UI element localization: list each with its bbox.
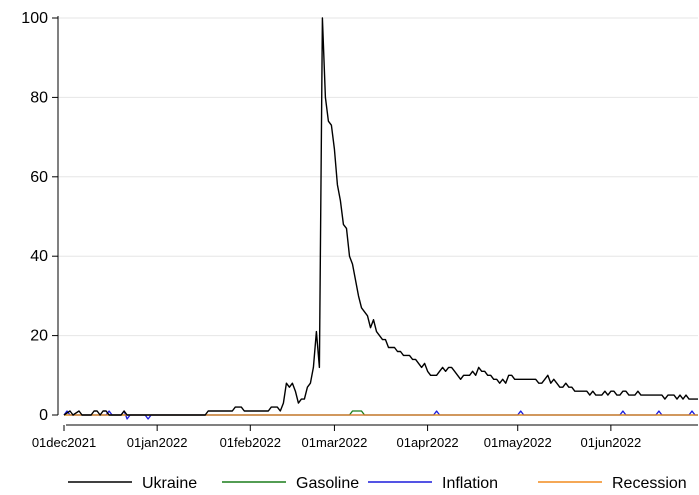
y-tick-label: 0 xyxy=(39,407,48,424)
axes xyxy=(57,16,698,426)
series-lines xyxy=(63,17,698,420)
x-tick-label: 01may2022 xyxy=(484,435,552,450)
grid-lines xyxy=(58,17,698,337)
legend-label: Gasoline xyxy=(296,475,359,492)
series-line-inflation xyxy=(63,410,698,420)
y-tick-label: 80 xyxy=(30,89,48,106)
y-tick-label: 100 xyxy=(21,10,48,27)
x-tick-label: 01jan2022 xyxy=(127,435,188,450)
x-axis-ticks: 01dec2021 01jan2022 01feb2022 01mar2022 01ap… xyxy=(32,425,641,450)
y-axis-ticks: 0 20 40 60 80 100 xyxy=(21,10,58,424)
legend-label: Recession xyxy=(612,475,687,492)
legend-label: Ukraine xyxy=(142,475,197,492)
y-tick-label: 40 xyxy=(30,248,48,265)
series-line-ukraine xyxy=(63,17,698,416)
y-tick-label: 60 xyxy=(30,169,48,186)
x-tick-label: 01jun2022 xyxy=(580,435,641,450)
y-tick-label: 20 xyxy=(30,328,48,345)
x-tick-label: 01apr2022 xyxy=(396,435,458,450)
legend: Ukraine Gasoline Inflation Recession xyxy=(68,475,687,492)
x-tick-label: 01dec2021 xyxy=(32,435,96,450)
x-tick-label: 01feb2022 xyxy=(220,435,281,450)
x-tick-label: 01mar2022 xyxy=(302,435,368,450)
legend-label: Inflation xyxy=(442,475,498,492)
